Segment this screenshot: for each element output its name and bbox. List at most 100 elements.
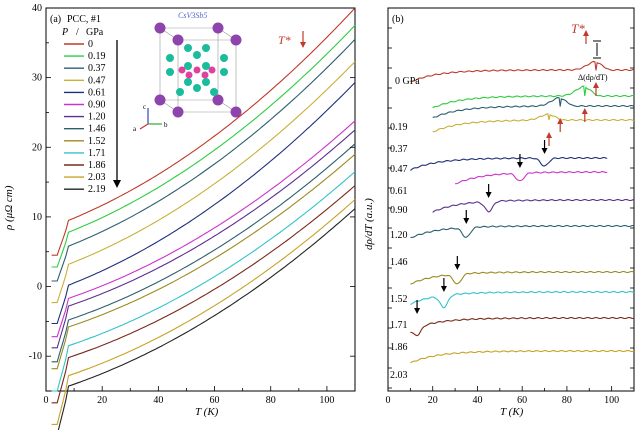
- y-tick-label-a: 20: [32, 142, 42, 153]
- y-axis-label-a: ρ (μΩ cm): [3, 185, 15, 231]
- cs-atom: [172, 106, 184, 118]
- sb-atom: [220, 54, 228, 62]
- rho-curve-2.03: [51, 199, 356, 425]
- delta-label: Δ(dρ/dT): [578, 73, 608, 82]
- x-tick-label-a: 80: [266, 395, 276, 406]
- drho-label: 1.86: [390, 342, 408, 353]
- legend-label: 1.46: [88, 124, 106, 135]
- cs-atom: [212, 94, 224, 106]
- drho-curve-1.52: [410, 270, 635, 285]
- legend-label: 1.86: [88, 160, 106, 171]
- sb-atom: [202, 78, 210, 86]
- cell-top: [159, 27, 237, 41]
- cs-atom: [230, 34, 242, 46]
- tstar-arrowhead-b: [440, 286, 447, 292]
- sb-atom: [184, 62, 192, 70]
- x-tick-label-b: 0: [386, 395, 391, 406]
- drho-label: 2.03: [390, 370, 408, 381]
- rho-curve-0.19: [51, 25, 356, 268]
- tstar-arrowhead-b-top: [583, 30, 589, 36]
- drho-curve-0.47: [432, 113, 635, 133]
- sb-atom: [166, 54, 174, 62]
- tstar-arrowhead-b: [541, 148, 548, 154]
- panel-a: (a) PCC, #1 P / GPa 00.190.370.470.610.9…: [3, 3, 356, 430]
- x-tick-label-a: 100: [319, 395, 334, 406]
- drho-curve-0.37: [432, 97, 635, 119]
- rho-curve-0.37: [51, 38, 356, 282]
- x-axis-label-b: T (K): [500, 406, 524, 418]
- legend-label: 0.19: [88, 51, 106, 62]
- drho-label: 1.52: [390, 294, 408, 305]
- sb-atom: [166, 68, 174, 76]
- rho-curve-0.90: [51, 120, 356, 338]
- drho-curve-1.46: [410, 224, 635, 239]
- axis-c-label: c: [143, 103, 146, 111]
- drho-curve-0.19: [432, 85, 635, 109]
- atoms: [154, 22, 242, 118]
- legend-label: 0.90: [88, 100, 106, 111]
- tstar-arrowhead-b: [485, 192, 492, 198]
- sb-atom: [184, 78, 192, 86]
- x-tick-label-b: 20: [428, 395, 438, 406]
- drho-label: 0.47: [390, 164, 408, 175]
- cs-atom: [212, 22, 224, 34]
- x-tick-label-a: 0: [44, 395, 49, 406]
- legend-label: 0.37: [88, 63, 106, 74]
- legend-label: 1.52: [88, 136, 106, 147]
- legend-title: PCC, #1: [67, 14, 101, 25]
- drho-label: 0.37: [390, 144, 408, 155]
- inset-label: CsV3Sb5: [178, 11, 207, 20]
- drho-curve-0.90: [455, 171, 608, 185]
- v-atom: [185, 71, 193, 79]
- tstar-arrowhead-b: [592, 82, 599, 88]
- rho-curve-1.71: [51, 171, 356, 392]
- sb-atom: [193, 51, 201, 59]
- labels-b: 0 GPa 0.19 0.37 0.47 0.61 0.90 1.20 1.46 1.52 1.7…: [390, 30, 601, 381]
- sb-atom: [176, 88, 184, 96]
- axis-b-label: b: [164, 121, 168, 129]
- crystal-structure-inset: CsV3Sb5 c b a: [133, 11, 242, 133]
- sb-atom: [202, 44, 210, 52]
- v-atom: [201, 71, 209, 79]
- y-tick-label-a: 40: [32, 3, 42, 14]
- panel-b: (b) T* Δ(dρ/dT) 0 GPa 0.19 0.37 0.47 0.61 0.9…: [363, 7, 635, 418]
- rho-curve-0: [51, 7, 356, 256]
- rho-curve-1.46: [51, 143, 356, 363]
- y-tick-label-a: 30: [32, 73, 42, 84]
- y-tick-label-a: 10: [32, 212, 42, 223]
- drho-curve-1.20: [432, 198, 635, 213]
- v-atom: [193, 66, 201, 74]
- x-tick-label-b: 100: [604, 395, 619, 406]
- drho-label: 1.46: [390, 257, 408, 268]
- x-tick-label-b: 60: [517, 395, 527, 406]
- panel-b-label: (b): [392, 14, 404, 25]
- cs-atom: [154, 22, 166, 34]
- panel-a-label: (a): [50, 14, 61, 25]
- tstar-arrowhead-b: [516, 162, 523, 168]
- rho-curve-1.52: [51, 153, 356, 370]
- legend-header-unit: GPa: [86, 27, 104, 38]
- drho-label: 0.19: [390, 122, 408, 133]
- y-axis-label-b: dρ/dT (a.u.): [363, 198, 375, 250]
- ticks-b: 0 20 40 60 80 100: [386, 27, 634, 406]
- curves-b: [410, 61, 635, 364]
- legend-label: 0.61: [88, 87, 106, 98]
- legend-label: 1.71: [88, 148, 106, 159]
- legend-label: 0: [88, 39, 93, 50]
- rho-curve-2.19: [57, 208, 356, 430]
- y-tick-label-a: 0: [37, 282, 42, 293]
- legend-label: 2.19: [88, 184, 106, 195]
- x-tick-label-b: 80: [562, 395, 572, 406]
- sb-atom: [220, 68, 228, 76]
- cell-bottom: [159, 99, 237, 113]
- drho-curve-1.71: [410, 290, 635, 309]
- drho-label: 0.90: [390, 205, 408, 216]
- rho-curve-0.47: [51, 61, 356, 304]
- drho-label: 0.61: [390, 186, 408, 197]
- cs-atom: [172, 34, 184, 46]
- sb-atom: [210, 88, 218, 96]
- legend-pressure-arrowhead: [113, 180, 121, 188]
- legend-label: 2.03: [88, 172, 106, 183]
- drho-label: 1.71: [390, 320, 408, 331]
